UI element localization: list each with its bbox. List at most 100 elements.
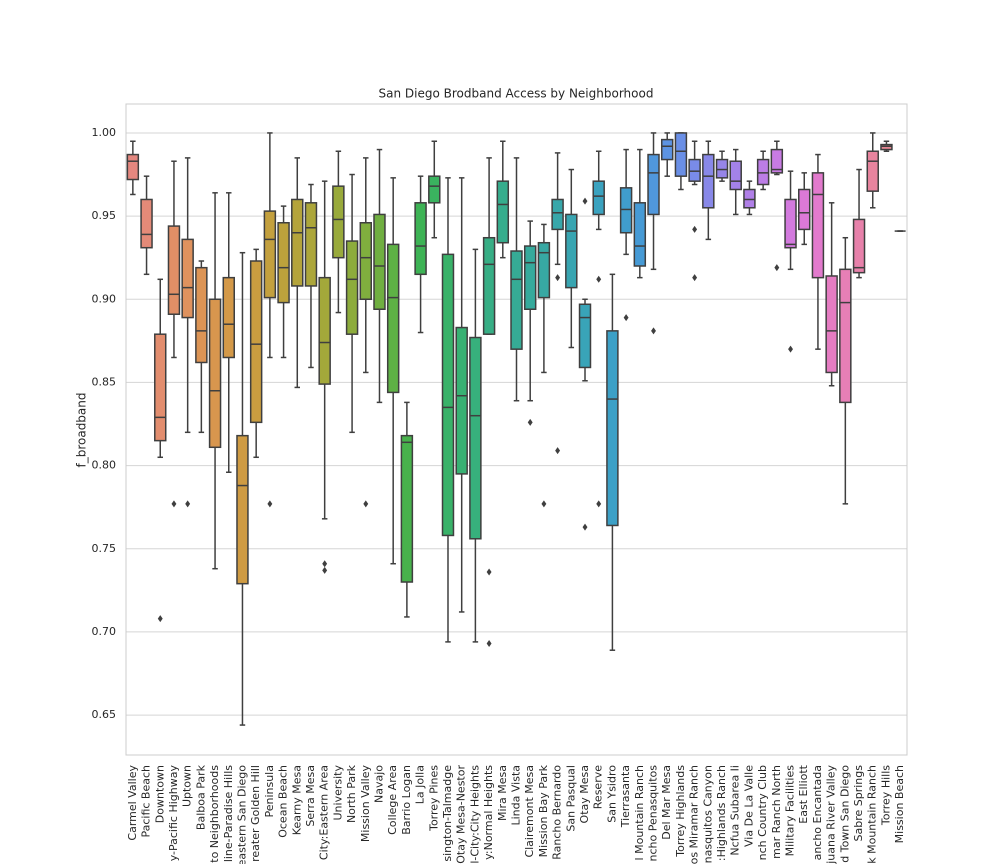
outlier [774,264,780,272]
outlier [157,615,163,623]
box [770,148,784,174]
box [181,238,194,319]
box [167,225,181,315]
x-tick-label: os Miramar Ranch [688,765,701,864]
box [510,250,523,350]
x-tick-label: City:Eastern Area [318,765,331,860]
box [715,158,729,179]
box [756,158,770,186]
x-tick-label: l-City:City Heights [468,765,481,864]
x-tick-label: Serra Mesa [304,765,317,827]
box [482,236,496,335]
box [647,153,660,216]
box [619,187,633,234]
box [318,276,331,385]
y-tick-label: 0.70 [92,625,117,638]
box [592,180,605,216]
y-tick-label: 0.90 [92,292,117,305]
x-tick-label: Mission Bay Park [537,764,550,857]
x-tick-label: Linda Vista [510,765,523,826]
box [249,260,263,424]
outlier [486,640,492,648]
box [880,143,893,151]
y-axis-label: f_broadband [75,392,89,467]
x-tick-label: La Jolla [414,765,427,804]
x-tick-label: San Pasqual [564,765,577,832]
x-tick-label: reater Golden Hill [249,765,262,862]
box [565,213,578,289]
outlier [623,314,629,322]
outlier [267,500,273,508]
box [729,160,742,191]
x-tick-label: East Elliott [797,764,810,823]
box [469,336,482,540]
outlier [185,500,191,508]
box [496,180,510,244]
outlier [582,523,588,531]
x-tick-label: Torrey Pines [427,765,440,832]
x-tick-label: University [331,765,344,821]
x-tick-label: y:Normal Heights [482,765,495,860]
box [811,172,825,279]
box [428,175,441,204]
x-tick-label: Del Mar Mesa [660,765,673,840]
x-tick-label: Ncfua Subarea Ii [729,765,742,856]
outlier [322,566,328,574]
box [578,303,592,369]
box [839,268,852,404]
box [455,326,468,475]
box [400,434,414,583]
x-tick-label: l Mountain Ranch [633,765,646,860]
x-tick-label: Pacific Beach [140,765,153,838]
x-tick-label: ancho Encantada [811,765,824,860]
outlier [555,274,561,282]
outlier [322,560,328,568]
x-tick-label: Otay Mesa [578,765,591,823]
x-tick-label: Torrey Hills [879,765,892,826]
box [633,202,647,267]
y-tick-label: 0.65 [92,708,117,721]
box [674,132,688,177]
box [208,298,222,449]
box [852,218,866,274]
x-tick-label: Navajo [372,765,385,803]
outlier [171,500,177,508]
box [332,185,345,259]
box [359,222,373,301]
outlier [788,345,793,353]
outlier [596,275,602,283]
x-tick-label: College Area [386,765,399,835]
x-tick-label: juana River Valley [825,765,838,864]
x-tick-label: ncho Penasquitos [647,765,660,862]
outlier [555,447,561,455]
x-tick-label: nch Country Club [756,765,769,860]
x-tick-label: Clairemont Mesa [523,765,536,858]
box [660,138,674,161]
x-tick-label: Balboa Park [194,764,207,830]
x-tick-label: sington-Talmadge [441,765,454,862]
y-tick-label: 0.85 [92,375,117,388]
box [702,153,715,209]
x-tick-label: nasquitos Canyon [701,765,714,863]
box [798,188,811,231]
x-tick-label: Mira Mesa [496,765,509,821]
x-tick-label: Via De La Valle [742,765,755,847]
x-tick-label: Ocean Beach [277,765,290,838]
box [373,213,386,310]
box [866,150,879,192]
plot-frame [125,103,908,756]
box [236,434,249,585]
y-tick-label: 0.95 [92,209,117,222]
box [304,202,318,287]
y-tick-label: 0.75 [92,542,117,555]
box [551,198,564,231]
box [784,198,797,249]
outlier [596,500,602,508]
box [386,243,400,394]
box [126,153,140,181]
outlier [651,327,656,335]
x-tick-label: Torrey Highlands [674,765,687,858]
box [606,330,619,527]
x-tick-label: d Town San Diego [838,765,851,863]
x-tick-label: Peninsula [263,765,276,818]
